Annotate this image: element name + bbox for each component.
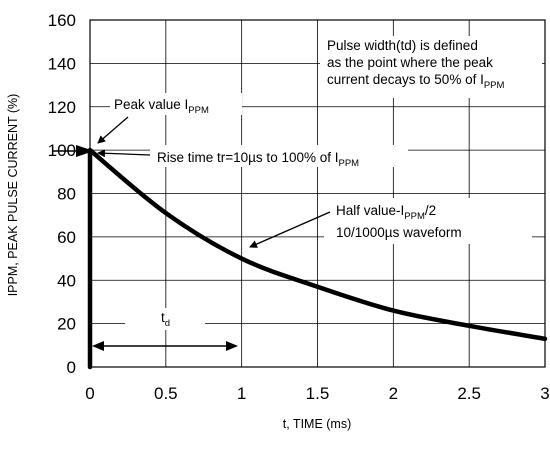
y-tick-label: 60 xyxy=(57,228,76,247)
pulse-width-note-line1: Pulse width(td) is defined xyxy=(327,38,478,53)
y-axis-label: IPPM, PEAK PULSE CURRENT (%) xyxy=(6,94,20,297)
pulse-width-note-subscript: PPM xyxy=(484,80,505,91)
half-value-label: Half value-IPPM/2 xyxy=(336,203,436,222)
half-value-text: Half value-I xyxy=(336,203,404,218)
peak-value-arrow xyxy=(97,116,129,144)
y-tick-label: 120 xyxy=(48,98,76,117)
x-tick-label: 2 xyxy=(389,384,398,403)
rise-time-box xyxy=(150,145,408,167)
rise-time-label: Rise time tr=10µs to 100% of IPPM xyxy=(157,150,359,169)
x-tick-label: 0.5 xyxy=(154,384,178,403)
half-value-box xyxy=(324,198,532,244)
rise-time-subscript: PPM xyxy=(339,158,360,169)
pulse-width-note-line2: as the point where the peak xyxy=(327,55,493,70)
y-tick-label: 140 xyxy=(48,54,76,73)
y-tick-label: 0 xyxy=(67,358,76,377)
td-arrow-left-head xyxy=(92,341,104,351)
half-value-arrow xyxy=(249,211,331,248)
rise-time-arrow xyxy=(97,149,151,158)
td-label-box xyxy=(125,308,205,330)
x-tick-label: 0 xyxy=(85,384,94,403)
peak-value-box xyxy=(110,93,242,115)
td-arrow-right-head xyxy=(226,341,238,351)
y-tick-label: 80 xyxy=(57,185,76,204)
x-tick-label: 1.5 xyxy=(306,384,330,403)
half-value-subscript: PPM xyxy=(404,211,425,222)
left-edge-arrow xyxy=(76,145,94,157)
pulse-width-note-line3: current decays to 50% of IPPM xyxy=(327,72,505,91)
rise-time-text: Rise time tr=10µs to 100% of I xyxy=(157,150,339,165)
peak-value-label: Peak value IPPM xyxy=(114,97,209,116)
x-tick-label: 2.5 xyxy=(457,384,481,403)
pulse-width-note-box xyxy=(320,36,542,98)
x-tick-label: 3 xyxy=(540,384,549,403)
y-tick-label: 20 xyxy=(57,315,76,334)
peak-value-text: Peak value I xyxy=(114,97,188,112)
half-value-suffix: /2 xyxy=(425,203,436,218)
y-tick-label: 40 xyxy=(57,271,76,290)
x-axis-label: t, TIME (ms) xyxy=(283,417,352,431)
pulse-waveform-curve xyxy=(87,147,548,370)
y-tick-label: 160 xyxy=(48,11,76,30)
x-tick-label: 1 xyxy=(237,384,246,403)
td-text: t xyxy=(161,310,165,325)
td-label: td xyxy=(161,310,170,329)
td-subscript: d xyxy=(165,318,170,329)
waveform-label: 10/1000µs waveform xyxy=(336,225,462,240)
pulse-width-note-line3-text: current decays to 50% of I xyxy=(327,72,484,87)
peak-value-subscript: PPM xyxy=(188,105,209,116)
